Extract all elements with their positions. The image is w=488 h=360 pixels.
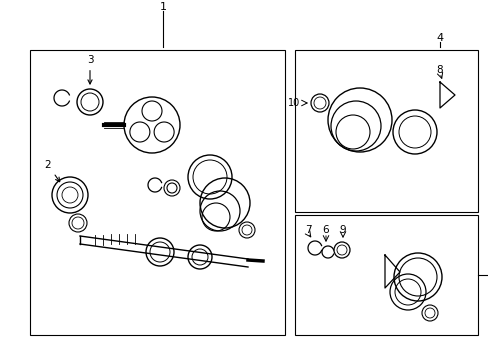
- Bar: [294, 215, 477, 335]
- Text: 3: 3: [86, 55, 93, 84]
- Text: 7: 7: [304, 225, 311, 235]
- Text: 10: 10: [287, 98, 299, 108]
- Text: 9: 9: [339, 225, 346, 235]
- Bar: [294, 50, 477, 212]
- Text: 6: 6: [322, 225, 328, 235]
- Text: 1: 1: [159, 2, 166, 12]
- Text: 8: 8: [436, 65, 443, 75]
- Text: 2: 2: [44, 160, 60, 182]
- Text: 4: 4: [436, 33, 443, 43]
- Bar: [30, 50, 285, 335]
